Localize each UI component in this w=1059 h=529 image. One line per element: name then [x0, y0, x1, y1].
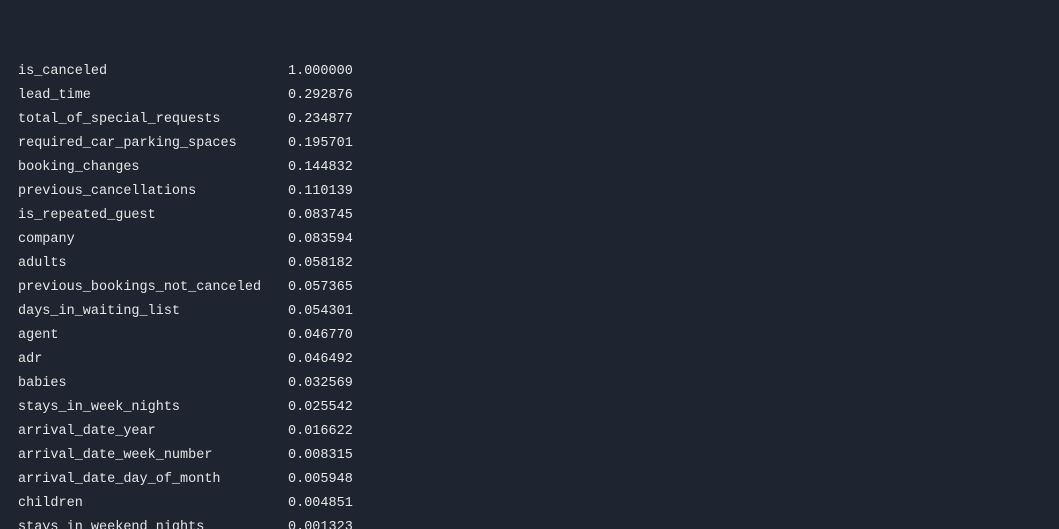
series-row: lead_time0.292876	[18, 84, 1041, 108]
series-row-value: 0.004851	[288, 492, 353, 516]
series-row-label: stays_in_week_nights	[18, 396, 288, 420]
series-row: stays_in_weekend_nights0.001323	[18, 516, 1041, 529]
series-row-label: is_canceled	[18, 60, 288, 84]
series-row-label: days_in_waiting_list	[18, 300, 288, 324]
series-row: stays_in_week_nights0.025542	[18, 396, 1041, 420]
series-row-label: adults	[18, 252, 288, 276]
series-row-value: 0.144832	[288, 156, 353, 180]
series-row-value: 0.008315	[288, 444, 353, 468]
series-row: adr0.046492	[18, 348, 1041, 372]
series-row-label: adr	[18, 348, 288, 372]
series-row-value: 0.057365	[288, 276, 353, 300]
series-row-value: 0.083745	[288, 204, 353, 228]
series-row-label: lead_time	[18, 84, 288, 108]
series-row-label: agent	[18, 324, 288, 348]
series-row-value: 0.001323	[288, 516, 353, 529]
series-row: arrival_date_day_of_month0.005948	[18, 468, 1041, 492]
series-row: required_car_parking_spaces0.195701	[18, 132, 1041, 156]
series-row: total_of_special_requests0.234877	[18, 108, 1041, 132]
series-row: babies0.032569	[18, 372, 1041, 396]
series-row-label: previous_bookings_not_canceled	[18, 276, 288, 300]
series-row-value: 0.292876	[288, 84, 353, 108]
series-row-value: 0.016622	[288, 420, 353, 444]
pandas-series-output: is_canceled1.000000lead_time0.292876tota…	[0, 0, 1059, 529]
series-row-value: 0.046492	[288, 348, 353, 372]
series-row-label: babies	[18, 372, 288, 396]
series-row-value: 0.110139	[288, 180, 353, 204]
series-row: adults0.058182	[18, 252, 1041, 276]
series-row-value: 0.083594	[288, 228, 353, 252]
series-row: children0.004851	[18, 492, 1041, 516]
series-row-value: 0.054301	[288, 300, 353, 324]
series-row-value: 1.000000	[288, 60, 353, 84]
series-row-label: required_car_parking_spaces	[18, 132, 288, 156]
series-row: previous_cancellations0.110139	[18, 180, 1041, 204]
series-row-label: children	[18, 492, 288, 516]
series-row-label: arrival_date_day_of_month	[18, 468, 288, 492]
series-row-label: company	[18, 228, 288, 252]
series-row-label: stays_in_weekend_nights	[18, 516, 288, 529]
series-row: agent0.046770	[18, 324, 1041, 348]
series-row: company0.083594	[18, 228, 1041, 252]
series-row-value: 0.058182	[288, 252, 353, 276]
series-row-value: 0.005948	[288, 468, 353, 492]
series-row-label: previous_cancellations	[18, 180, 288, 204]
series-row-value: 0.046770	[288, 324, 353, 348]
series-row-value: 0.234877	[288, 108, 353, 132]
series-row-value: 0.025542	[288, 396, 353, 420]
series-row-label: is_repeated_guest	[18, 204, 288, 228]
series-rows: is_canceled1.000000lead_time0.292876tota…	[18, 60, 1041, 529]
series-row: is_canceled1.000000	[18, 60, 1041, 84]
series-row: arrival_date_year0.016622	[18, 420, 1041, 444]
series-row: previous_bookings_not_canceled0.057365	[18, 276, 1041, 300]
series-row-label: booking_changes	[18, 156, 288, 180]
series-row-label: total_of_special_requests	[18, 108, 288, 132]
series-row: booking_changes0.144832	[18, 156, 1041, 180]
series-row: arrival_date_week_number0.008315	[18, 444, 1041, 468]
series-row-value: 0.032569	[288, 372, 353, 396]
series-row: is_repeated_guest0.083745	[18, 204, 1041, 228]
series-row-label: arrival_date_year	[18, 420, 288, 444]
series-row: days_in_waiting_list0.054301	[18, 300, 1041, 324]
series-row-label: arrival_date_week_number	[18, 444, 288, 468]
series-row-value: 0.195701	[288, 132, 353, 156]
